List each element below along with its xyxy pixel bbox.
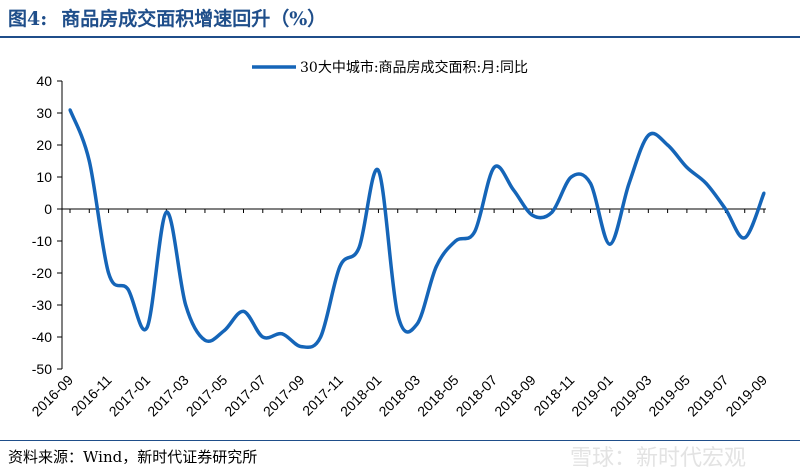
- x-tick-label: 2019-07: [684, 372, 732, 420]
- data-point: [627, 181, 631, 185]
- data-point: [299, 345, 303, 349]
- data-point: [723, 207, 727, 211]
- y-tick-label: -40: [32, 329, 52, 345]
- figure-title: 图4: 商品房成交面积增速回升（%）: [8, 4, 326, 31]
- x-tick-label: 2017-01: [106, 372, 154, 420]
- x-tick-label: 2016-09: [28, 372, 76, 420]
- y-tick-label: -30: [32, 297, 52, 313]
- legend-label: 30大中城市:商品房成交面积:月:同比: [300, 59, 528, 76]
- data-point: [126, 287, 130, 291]
- x-tick-label: 2017-05: [183, 372, 231, 420]
- data-point: [415, 322, 419, 326]
- figure-title-text: 商品房成交面积增速回升（%）: [61, 8, 327, 30]
- y-tick-label: 0: [44, 201, 52, 217]
- y-tick-label: 30: [36, 105, 52, 121]
- data-point: [242, 309, 245, 313]
- data-point: [454, 239, 458, 243]
- data-point: [531, 213, 535, 217]
- data-point: [319, 335, 323, 339]
- x-tick-label: 2019-01: [568, 372, 616, 420]
- x-tick-label: 2018-05: [414, 372, 462, 420]
- data-point: [569, 175, 573, 179]
- data-point: [280, 332, 284, 336]
- y-tick-label: 10: [36, 169, 52, 185]
- data-point: [646, 133, 650, 137]
- title-bar: 图4: 商品房成交面积增速回升（%）: [0, 0, 800, 38]
- x-tick-label: 2018-07: [453, 372, 501, 420]
- data-point: [164, 210, 168, 214]
- y-tick-label: -10: [32, 233, 52, 249]
- x-tick-label: 2018-09: [491, 372, 539, 420]
- x-tick-label: 2018-01: [337, 372, 385, 420]
- data-point: [357, 245, 361, 249]
- data-point: [203, 338, 207, 342]
- data-point: [492, 165, 496, 169]
- y-tick-label: -20: [32, 265, 52, 281]
- source-note: 资料来源：Wind，新时代证券研究所: [8, 448, 258, 466]
- x-tick-label: 2019-03: [607, 372, 655, 420]
- data-point: [608, 242, 612, 246]
- series-line: [68, 109, 766, 350]
- data-point: [550, 210, 554, 214]
- data-point: [184, 303, 188, 307]
- data-point: [473, 229, 477, 233]
- y-tick-label: 40: [36, 73, 52, 89]
- data-point: [107, 271, 111, 275]
- data-point: [434, 265, 438, 269]
- data-point: [145, 325, 149, 329]
- x-tick-label: 2017-07: [221, 372, 269, 420]
- x-tick-label: 2017-09: [260, 372, 308, 420]
- data-point: [376, 169, 380, 173]
- data-point: [743, 236, 747, 240]
- x-tick-label: 2019-05: [645, 372, 693, 420]
- data-point: [704, 181, 708, 185]
- data-point: [87, 159, 91, 163]
- data-point: [338, 265, 342, 269]
- data-point: [666, 143, 670, 147]
- data-point: [261, 335, 265, 339]
- data-point: [222, 329, 226, 333]
- footer-divider: [0, 440, 800, 441]
- data-point: [762, 191, 766, 195]
- y-tick-label: -50: [32, 361, 52, 377]
- x-tick-label: 2019-09: [722, 372, 770, 420]
- watermark: 雪球：新时代宏观: [570, 446, 747, 471]
- data-point: [68, 108, 72, 112]
- data-point: [511, 188, 515, 192]
- data-point: [685, 165, 689, 169]
- data-point: [396, 313, 400, 317]
- figure-number: 图4:: [8, 8, 48, 30]
- x-tick-label: 2017-03: [144, 372, 192, 420]
- data-point: [589, 181, 592, 185]
- line-chart: 403020100-10-20-30-40-502016-092016-1120…: [28, 59, 770, 420]
- y-tick-label: 20: [36, 137, 52, 153]
- x-tick-label: 2018-03: [375, 372, 423, 420]
